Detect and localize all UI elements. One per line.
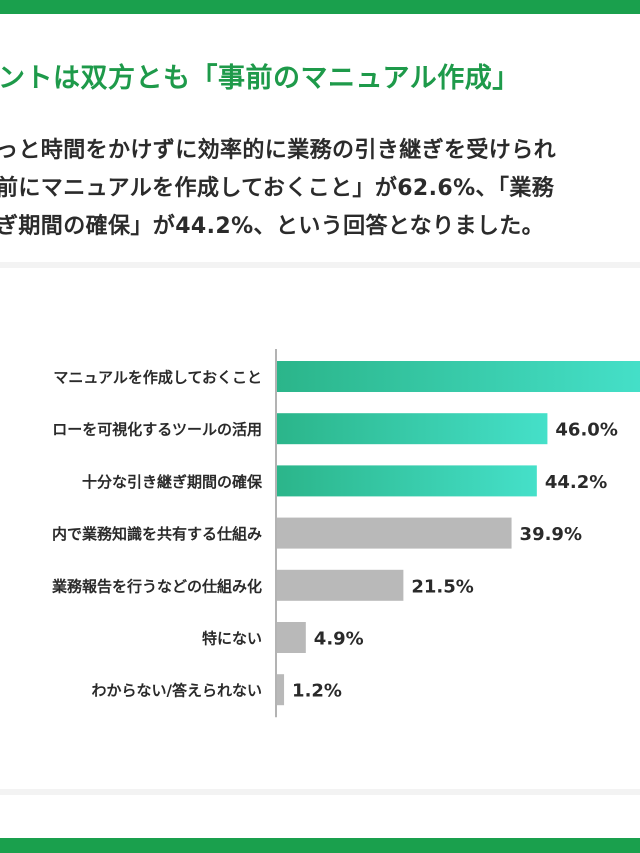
bar-7 <box>277 674 285 706</box>
body-text: っと時間をかけずに効率的に業務の引き継ぎを受けられ 前にマニュアルを作成しておく… <box>0 132 640 246</box>
category-label-7: わからない/答えられない <box>92 682 262 700</box>
value-label-6: 4.9% <box>314 629 364 650</box>
section-heading: ントは双方とも「事前のマニュアル作成」 <box>0 63 520 94</box>
bar-2 <box>277 413 548 445</box>
top-accent-bar <box>0 0 640 14</box>
value-label-7: 1.2% <box>292 681 342 702</box>
body-line-3: ぎ期間の確保」が44.2%、という回答となりました。 <box>0 214 545 239</box>
bar-4 <box>277 517 512 549</box>
value-label-2: 46.0% <box>555 420 617 441</box>
category-label-4: 内で業務知識を共有する仕組み <box>52 525 262 543</box>
value-label-4: 39.9% <box>520 524 582 545</box>
bar-1 <box>277 361 640 392</box>
category-label-6: 特にない <box>202 630 262 648</box>
value-label-5: 21.5% <box>411 576 473 597</box>
value-label-3: 44.2% <box>545 472 607 493</box>
category-label-3: 十分な引き継ぎ期間の確保 <box>82 473 263 491</box>
category-label-2: ローを可視化するツールの活用 <box>52 421 262 439</box>
body-line-1: っと時間をかけずに効率的に業務の引き継ぎを受けられ <box>0 138 557 163</box>
category-label-5: 業務報告を行うなどの仕組み化 <box>51 577 262 595</box>
bar-5 <box>277 569 404 601</box>
body-line-2: 前にマニュアルを作成しておくこと」が62.6%、「業務 <box>0 176 555 201</box>
bottom-accent-bar <box>0 838 640 853</box>
category-label-1: マニュアルを作成しておくこと <box>53 369 262 387</box>
bar-3 <box>277 465 537 497</box>
bar-6 <box>277 622 306 653</box>
